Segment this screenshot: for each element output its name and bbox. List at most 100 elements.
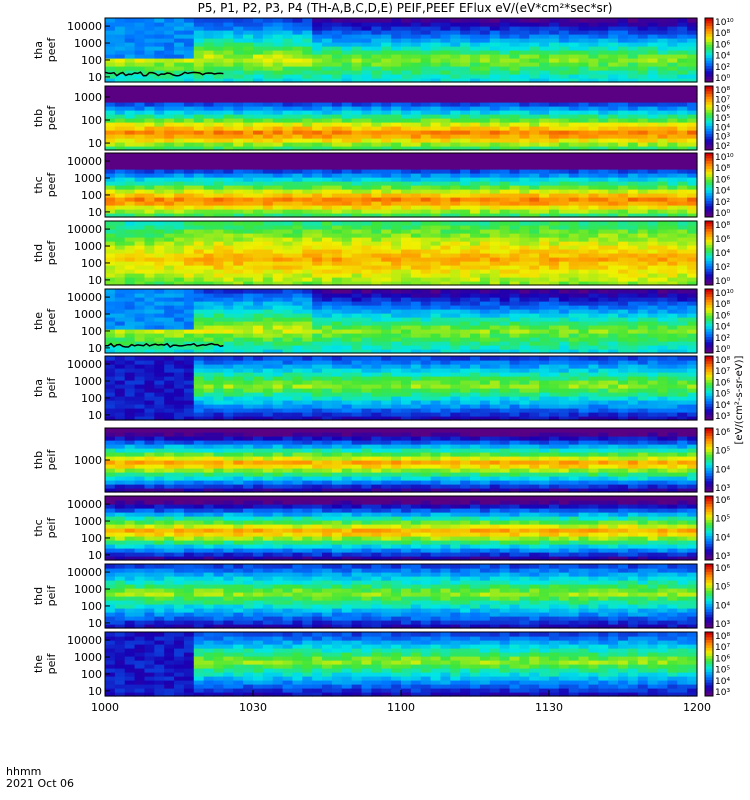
heat-cell <box>154 237 165 242</box>
heat-cell <box>262 197 274 202</box>
heat-cell <box>312 30 323 35</box>
heat-cell <box>430 253 442 258</box>
heat-cell <box>114 305 126 310</box>
heat-cell <box>420 126 432 131</box>
heat-cell <box>381 205 392 210</box>
heat-cell <box>183 62 195 67</box>
heat-cell <box>618 325 629 330</box>
heat-cell <box>460 114 471 119</box>
heat-cell <box>529 349 540 354</box>
heat-cell <box>302 74 313 79</box>
heat-cell <box>105 62 116 67</box>
heat-cell <box>312 50 323 55</box>
heat-cell <box>420 106 432 111</box>
heat-cell <box>183 114 195 119</box>
heat-cell <box>124 325 136 330</box>
heat-cell <box>489 134 501 139</box>
heat-cell <box>470 134 481 139</box>
heat-cell <box>381 261 392 266</box>
heat-cell <box>233 50 244 55</box>
heat-cell <box>401 269 412 274</box>
heat-cell <box>114 317 126 322</box>
heat-cell <box>124 249 136 254</box>
heat-cell <box>687 161 698 166</box>
heat-cell <box>253 181 264 186</box>
colorbar-tick-label: 10² <box>715 63 730 73</box>
heat-cell <box>657 201 668 206</box>
heat-cell <box>509 30 520 35</box>
heat-cell <box>322 269 333 274</box>
heat-cell <box>420 245 432 250</box>
heat-cell <box>440 333 451 338</box>
heat-cell <box>114 309 126 314</box>
heat-cell <box>499 98 511 103</box>
heat-cell <box>322 146 333 151</box>
heat-cell <box>509 329 520 334</box>
heat-cell <box>183 197 195 202</box>
heat-cell <box>677 273 688 278</box>
heat-cell <box>667 341 678 346</box>
heat-cell <box>657 22 668 27</box>
heat-cell <box>302 46 313 51</box>
heat-cell <box>420 146 432 151</box>
heat-cell <box>312 237 323 242</box>
heat-cell <box>401 106 412 111</box>
heat-cell <box>598 46 609 51</box>
heat-cell <box>183 293 195 298</box>
heat-cell <box>667 50 678 55</box>
heat-cell <box>361 181 372 186</box>
heat-cell <box>203 329 215 334</box>
heat-cell <box>322 341 333 346</box>
heat-cell <box>509 289 520 294</box>
heat-cell <box>282 22 294 27</box>
heat-cell <box>667 157 678 162</box>
heat-cell <box>253 225 264 230</box>
heat-cell <box>164 197 175 202</box>
heat-cell <box>499 321 511 326</box>
heat-cell <box>410 221 422 226</box>
heat-cell <box>420 297 432 302</box>
heat-cell <box>213 46 224 51</box>
heat-cell <box>203 245 215 250</box>
heat-cell <box>479 189 491 194</box>
heat-cell <box>331 341 343 346</box>
heat-cell <box>618 126 629 131</box>
colorbar-swatch <box>705 120 713 124</box>
heat-cell <box>351 301 363 306</box>
heat-cell <box>529 78 540 83</box>
heat-cell <box>440 110 451 115</box>
heat-cell <box>233 197 244 202</box>
heat-cell <box>401 70 412 75</box>
heat-cell <box>519 213 530 218</box>
heat-cell <box>509 22 520 27</box>
heat-cell <box>420 46 432 51</box>
heat-cell <box>470 349 481 354</box>
heat-cell <box>647 229 659 234</box>
heat-cell <box>361 153 372 158</box>
heat-cell <box>479 26 491 31</box>
heat-cell <box>549 106 560 111</box>
heat-cell <box>568 189 580 194</box>
heat-cell <box>213 114 224 119</box>
heat-cell <box>618 130 629 135</box>
heat-cell <box>460 333 471 338</box>
heat-cell <box>588 289 599 294</box>
heat-cell <box>647 130 659 135</box>
heat-cell <box>233 30 244 35</box>
colorbar-swatch <box>705 307 713 311</box>
heat-cell <box>361 138 372 143</box>
heat-cell <box>539 289 550 294</box>
heat-cell <box>174 146 185 151</box>
heat-cell <box>312 94 323 99</box>
heat-cell <box>588 325 599 330</box>
heat-cell <box>499 301 511 306</box>
heat-cell <box>154 86 165 91</box>
heat-cell <box>539 321 550 326</box>
heat-cell <box>529 213 540 218</box>
heat-cell <box>450 46 461 51</box>
heat-cell <box>647 289 659 294</box>
heat-cell <box>174 102 185 107</box>
heat-cell <box>391 22 402 27</box>
y-tick-label: 100 <box>81 325 102 338</box>
heat-cell <box>183 74 195 79</box>
